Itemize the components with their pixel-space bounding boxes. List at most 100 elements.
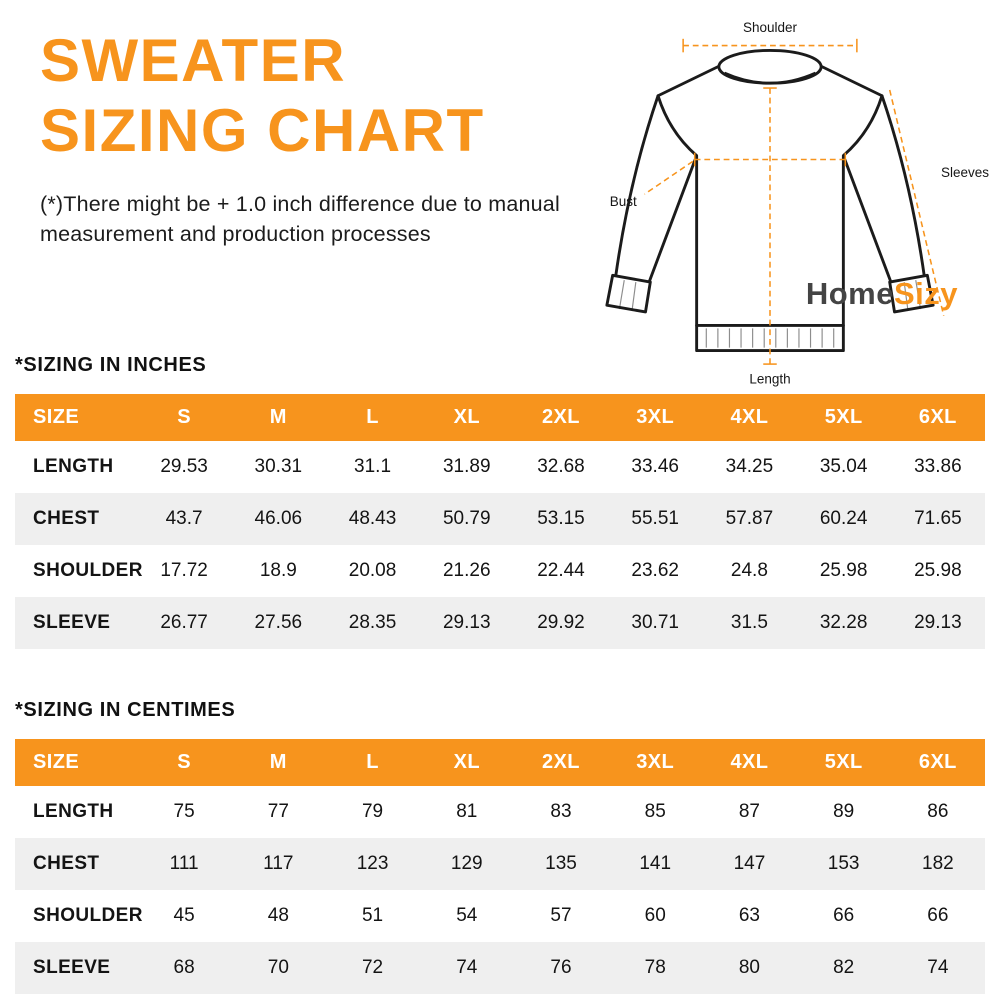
- cell-value: 182: [922, 853, 954, 874]
- cell-value: 74: [927, 957, 949, 978]
- cell-value: 89: [833, 801, 855, 822]
- brand-logo-home: Home: [805, 276, 894, 311]
- cell-value: 31.5: [730, 612, 768, 633]
- table-row-chest: CHEST 43.7 46.06 48.43 50.79 53.15 55.51 57.87 6…: [15, 493, 985, 545]
- cell-value: 48: [267, 905, 289, 926]
- section-heading-centimeters: *SIZING IN CENTIMES: [15, 699, 236, 721]
- cell-value: 53.15: [537, 508, 585, 529]
- brand-logo-sizy: Sizy: [893, 276, 958, 311]
- cell-value: 77: [267, 801, 289, 822]
- cell-value: 25.98: [819, 560, 868, 581]
- col-header-size: SIZE: [15, 739, 137, 786]
- cell-value: 48.43: [348, 508, 397, 529]
- cell-value: 24.8: [730, 560, 768, 581]
- cell-value: 28.35: [348, 612, 397, 633]
- row-label: CHEST: [33, 508, 100, 529]
- cell-value: 25.98: [914, 560, 962, 581]
- col-header-m: M: [231, 739, 326, 786]
- cell-value: 18.9: [259, 560, 297, 581]
- col-header-s: S: [137, 739, 232, 786]
- cell-value: 60: [644, 905, 666, 926]
- cell-value: 29.13: [442, 612, 491, 633]
- col-header-6xl: 6XL: [890, 739, 985, 786]
- col-header-l: L: [325, 739, 420, 786]
- cell-value: 32.68: [537, 456, 585, 477]
- table-row-sleeve: SLEEVE 68 70 72 74 76 78 80 82 74: [15, 942, 985, 994]
- cell-value: 45: [173, 905, 195, 926]
- cell-value: 51: [361, 905, 384, 926]
- table-row-length: LENGTH 75 77 79 81 83 85 87 89 86: [15, 786, 985, 838]
- cell-value: 74: [456, 957, 478, 978]
- cell-value: 46.06: [254, 508, 303, 529]
- col-header-3xl: 3XL: [608, 739, 703, 786]
- table-row-length: LENGTH 29.53 30.31 31.1 31.89 32.68 33.46 34.25…: [15, 441, 985, 493]
- cell-value: 68: [173, 957, 195, 978]
- cell-value: 29.53: [160, 456, 208, 477]
- cell-value: 81: [456, 801, 478, 822]
- table-header-row: SIZE S M L XL 2XL 3XL 4XL 5XL 6XL: [15, 394, 985, 441]
- row-label: SHOULDER: [33, 560, 143, 581]
- col-header-m: M: [231, 394, 326, 441]
- cell-value: 33.86: [914, 456, 962, 477]
- cell-value: 83: [550, 801, 572, 822]
- cell-value: 129: [450, 853, 483, 874]
- title-line-1: SWEATER: [40, 27, 347, 94]
- cell-value: 43.7: [165, 508, 203, 529]
- brand-logo: HomeSizy: [806, 276, 958, 312]
- cell-value: 30.31: [254, 456, 303, 477]
- col-header-5xl: 5XL: [796, 394, 891, 441]
- cell-value: 153: [827, 853, 860, 874]
- length-label: Length: [749, 371, 790, 386]
- cell-value: 29.92: [537, 612, 585, 633]
- col-header-2xl: 2XL: [513, 394, 609, 441]
- row-label: SLEEVE: [33, 612, 111, 633]
- row-label: LENGTH: [33, 801, 114, 822]
- cell-value: 30.71: [631, 612, 679, 633]
- cell-value: 20.08: [348, 560, 397, 581]
- section-sizing-centimeters: *SIZING IN CENTIMES SIZE S M L XL 2XL 3XL 4XL 5X…: [15, 699, 985, 994]
- table-header-row: SIZE S M L XL 2XL 3XL 4XL 5XL 6XL: [15, 739, 985, 786]
- cell-value: 141: [639, 853, 672, 874]
- cell-value: 71.65: [914, 508, 962, 529]
- cell-value: 31.1: [354, 456, 392, 477]
- col-header-6xl: 6XL: [890, 394, 985, 441]
- cell-value: 63: [738, 905, 760, 926]
- cell-value: 60.24: [819, 508, 868, 529]
- table-row-shoulder: SHOULDER 45 48 51 54 57 60 63 66 66: [15, 890, 985, 942]
- cell-value: 34.25: [725, 456, 774, 477]
- page-title: SWEATER SIZING CHART: [40, 26, 588, 166]
- cell-value: 85: [644, 801, 666, 822]
- cell-value: 79: [361, 801, 384, 822]
- cell-value: 27.56: [254, 612, 303, 633]
- sizing-table-centimeters: SIZE S M L XL 2XL 3XL 4XL 5XL 6XL LENGTH 75 77 79 81 83…: [15, 739, 985, 994]
- cell-value: 70: [267, 957, 289, 978]
- col-header-xl: XL: [419, 739, 514, 786]
- col-header-s: S: [137, 394, 232, 441]
- cell-value: 123: [356, 853, 389, 874]
- cell-value: 50.79: [442, 508, 491, 529]
- section-sizing-inches: *SIZING IN INCHES SIZE S M L XL 2XL 3XL 4XL 5XL 6…: [15, 354, 985, 649]
- cell-value: 87: [738, 801, 760, 822]
- row-label: SHOULDER: [33, 905, 143, 926]
- cell-value: 31.89: [442, 456, 491, 477]
- cell-value: 66: [927, 905, 949, 926]
- cell-value: 35.04: [819, 456, 868, 477]
- sweater-diagram: Shoulder Sleeves Bust Length HomeSizy: [548, 0, 992, 400]
- cell-value: 29.13: [914, 612, 962, 633]
- col-header-4xl: 4XL: [702, 739, 797, 786]
- col-header-xl: XL: [419, 394, 514, 441]
- col-header-l: L: [325, 394, 420, 441]
- cell-value: 57: [550, 905, 572, 926]
- cell-value: 75: [173, 801, 195, 822]
- sleeves-label: Sleeves: [941, 165, 989, 180]
- cell-value: 111: [169, 853, 199, 874]
- section-heading-inches: *SIZING IN INCHES: [15, 354, 207, 376]
- cell-value: 72: [361, 957, 384, 978]
- col-header-4xl: 4XL: [702, 394, 797, 441]
- hero-text-block: SWEATER SIZING CHART (*)There might be +…: [40, 26, 588, 250]
- cell-value: 117: [263, 853, 294, 874]
- cell-value: 22.44: [537, 560, 585, 581]
- measurement-disclaimer: (*)There might be + 1.0 inch difference …: [40, 192, 560, 247]
- cell-value: 57.87: [725, 508, 774, 529]
